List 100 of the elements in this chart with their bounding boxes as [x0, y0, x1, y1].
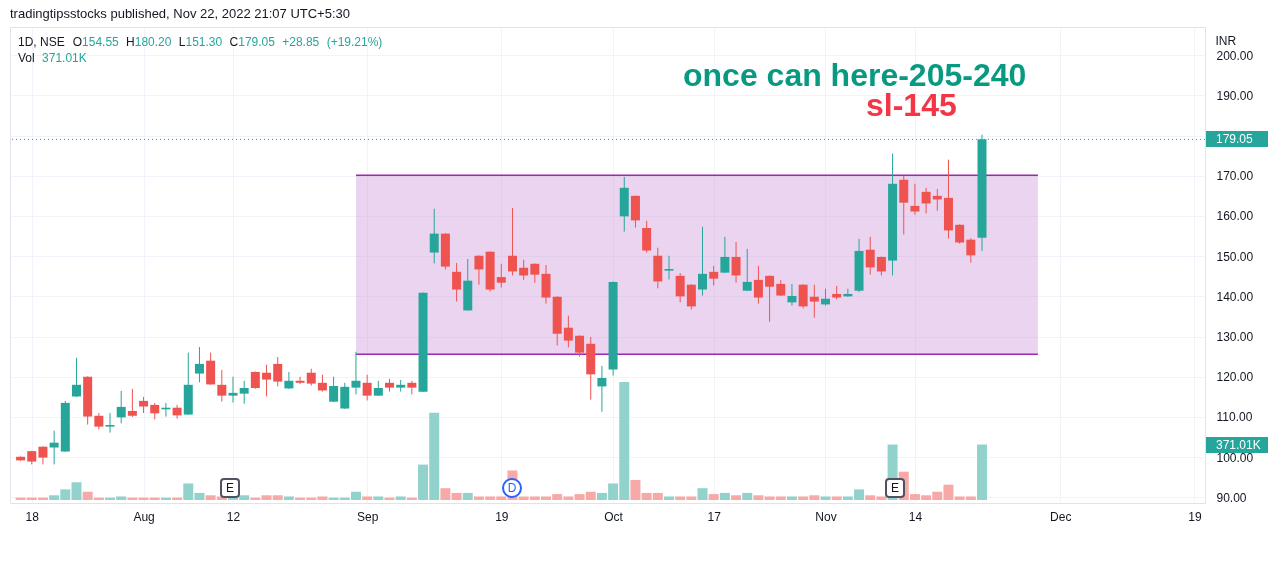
y-tick-label: 100.00: [1216, 450, 1254, 465]
x-tick-label: 19: [495, 509, 509, 524]
bar: [630, 479, 641, 500]
x-tick-label: Nov: [815, 509, 837, 524]
x-tick-label: Aug: [133, 509, 155, 524]
candlestick: [921, 187, 931, 215]
candlestick: [116, 390, 126, 424]
candlestick: [217, 369, 227, 403]
x-tick-label: 14: [908, 509, 923, 524]
annotation: Vol 371.01K: [18, 51, 87, 65]
y-tick-label: 150.00: [1216, 249, 1254, 264]
bar: [831, 496, 842, 500]
y-tick-label: 120.00: [1216, 370, 1254, 385]
bar: [697, 488, 708, 500]
x-tick-label: 12: [226, 509, 241, 524]
candlestick: [105, 412, 115, 434]
bar: [373, 496, 384, 500]
candlestick: [563, 315, 573, 348]
candlestick: [452, 262, 462, 303]
candlestick: [664, 255, 674, 280]
annotation: E: [885, 478, 905, 498]
candlestick: [686, 283, 696, 311]
candlestick: [675, 272, 685, 303]
candlestick: [172, 404, 182, 420]
candlestick: [798, 283, 808, 309]
candlestick: [507, 207, 517, 276]
candlestick: [698, 226, 708, 297]
candlestick: [642, 220, 652, 254]
candlestick: [273, 356, 283, 387]
y-tick-label: 110.00: [1216, 410, 1253, 425]
bar: [451, 492, 462, 500]
y-tick-label: 140.00: [1216, 289, 1254, 304]
text: O154.55 H180.20 L151.30 C179.05 +28.85 (+19.21%): [72, 35, 383, 49]
bar: [719, 492, 730, 500]
candlestick: [239, 380, 249, 405]
candlestick: [362, 374, 372, 401]
annotation: E: [220, 478, 240, 498]
candlestick: [575, 334, 585, 358]
x-tick-label: Oct: [604, 509, 624, 524]
candlestick: [530, 262, 540, 284]
bar: [663, 496, 674, 500]
candlestick: [340, 382, 350, 410]
candlestick: [765, 274, 775, 323]
candlestick: [262, 364, 272, 397]
candlestick: [709, 265, 719, 286]
x-tick-label: Dec: [1050, 509, 1072, 524]
annotation: D: [502, 478, 522, 498]
candlestick: [71, 357, 81, 398]
text: tradingtipsstocks published, Nov 22, 2022 21:07 UTC+5:30: [10, 6, 351, 21]
y-tick-label: 190.00: [1216, 88, 1254, 103]
candlestick: [809, 284, 819, 319]
candlestick: [194, 346, 204, 383]
candlestick: [351, 351, 361, 395]
y-tick-label: 90.00: [1216, 490, 1247, 505]
candlestick: [474, 254, 484, 286]
candlestick: [228, 376, 238, 403]
ref-line-label: 179.05: [1206, 131, 1268, 148]
bar: [820, 496, 831, 500]
candlestick: [329, 376, 339, 403]
candlestick: [206, 352, 216, 386]
candlestick: [127, 388, 137, 418]
bar: [395, 496, 406, 500]
bar: [362, 496, 373, 500]
y-tick-label: 200.00: [1216, 48, 1254, 63]
candlestick: [284, 371, 294, 390]
candlestick: [720, 236, 730, 274]
bar: [753, 495, 764, 500]
bar: [731, 495, 742, 500]
candlestick: [541, 264, 551, 305]
bar: [742, 492, 753, 500]
candlestick: [955, 223, 965, 245]
candlestick: [429, 208, 439, 264]
x-tick-label: 18: [25, 509, 40, 524]
bar: [440, 488, 451, 500]
y-tick-label: 170.00: [1216, 169, 1254, 184]
y-tick-label: 130.00: [1216, 330, 1254, 345]
candlestick: [787, 283, 797, 307]
x-tick-label: 19: [1188, 509, 1202, 524]
candlestick: [966, 237, 976, 264]
bar: [786, 496, 797, 500]
candlestick: [49, 430, 59, 465]
candlestick: [731, 241, 741, 284]
candlestick: [753, 265, 763, 305]
bar: [462, 492, 473, 500]
bar: [977, 444, 987, 500]
x-tick-label: Sep: [356, 509, 379, 524]
candlestick: [519, 259, 529, 281]
candlestick: [407, 380, 417, 395]
x-tick-label: 17: [707, 509, 722, 524]
candlestick: [899, 175, 909, 235]
annotation: 1D, NSE: [18, 35, 65, 49]
y-tick-label: 160.00: [1216, 209, 1254, 224]
y-axis-title: INR: [1215, 33, 1237, 48]
text: 371.01K: [1206, 436, 1268, 453]
bar: [283, 496, 294, 500]
candlestick: [496, 263, 506, 289]
candlestick: [295, 376, 305, 385]
candlestick: [38, 445, 48, 465]
candlestick: [597, 365, 607, 413]
candlestick: [865, 236, 875, 276]
